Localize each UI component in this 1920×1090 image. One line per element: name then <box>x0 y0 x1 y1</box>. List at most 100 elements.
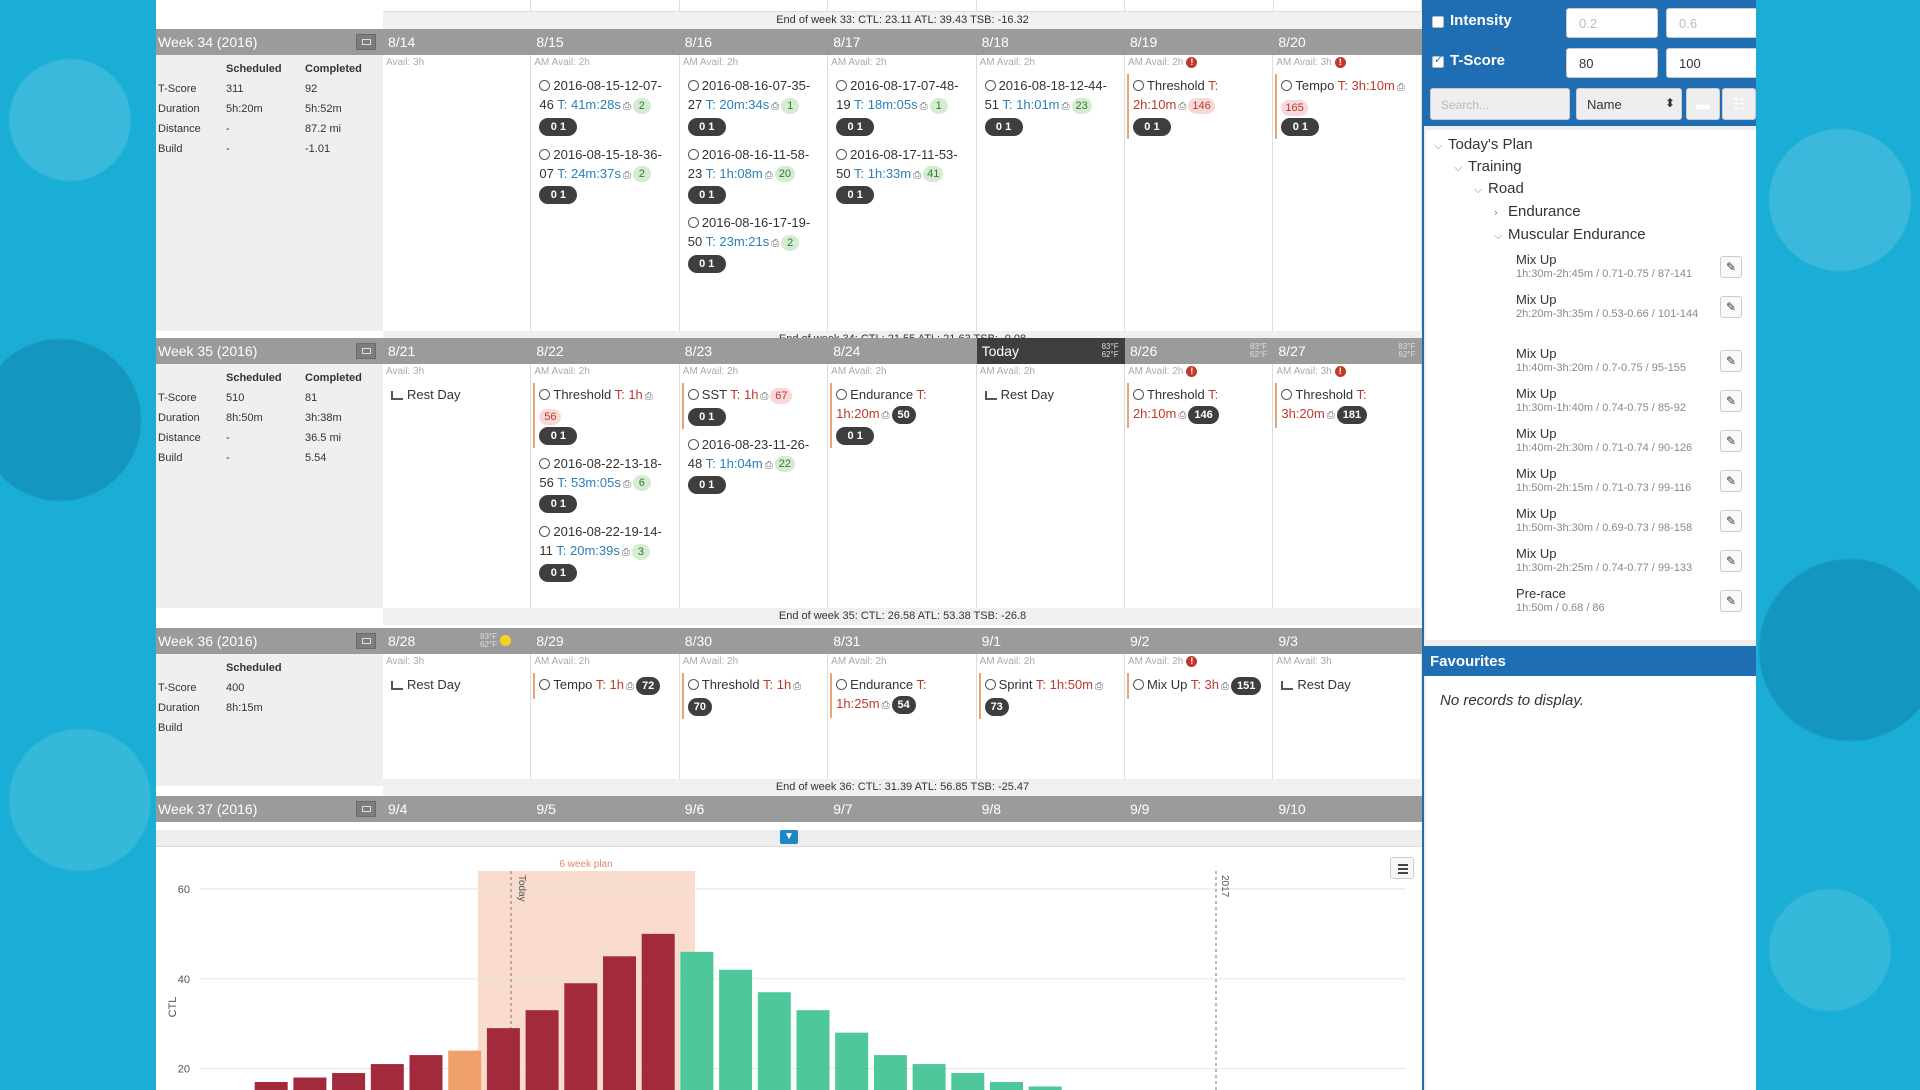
workout-card[interactable]: Rest Day <box>385 673 528 697</box>
edit-icon[interactable]: ✎ <box>1720 390 1742 412</box>
day-cell[interactable]: AM Avail: 2h Threshold T: 1h ⎙56 0 1 2016-08… <box>531 364 680 608</box>
week-menu-icon[interactable] <box>356 801 376 817</box>
workout-card[interactable]: 2016-08-17-07-48-19 T: 18m:05s ⎙ 1 0 1 <box>830 74 973 139</box>
day-header[interactable]: 8/26 83°F 62°F <box>1125 338 1273 364</box>
workout-card[interactable]: Endurance T: 1h:25m ⎙ 54 <box>830 673 973 718</box>
week-menu-icon[interactable] <box>356 343 376 359</box>
day-cell[interactable]: AM Avail: 3h Rest Day <box>1273 654 1422 786</box>
workout-card[interactable]: 2016-08-22-13-18-56 T: 53m:05s ⎙ 6 0 1 <box>533 452 676 517</box>
day-cell[interactable]: AM Avail: 3h! Tempo T: 3h:10m ⎙ 165 0 1 <box>1273 55 1422 331</box>
workout-card[interactable]: Rest Day <box>1275 673 1418 697</box>
day-header[interactable]: 8/18 <box>977 29 1125 55</box>
edit-icon[interactable]: ✎ <box>1720 550 1742 572</box>
day-cell[interactable]: AM Avail: 2h Sprint T: 1h:50m ⎙ 73 <box>976 654 1125 786</box>
day-header[interactable]: 8/16 <box>680 29 828 55</box>
workout-card[interactable]: Threshold T: 2h:10m ⎙ 146 0 1 <box>1126 74 1270 139</box>
workout-card[interactable]: 2016-08-22-19-14-11 T: 20m:39s ⎙ 3 0 1 <box>533 520 676 585</box>
workout-card[interactable]: Threshold T: 1h ⎙ 70 <box>681 673 825 719</box>
library-workout[interactable]: Mix Up 2h:20m-3h:35m / 0.53-0.66 / 101-14… <box>1516 292 1746 321</box>
day-cell[interactable]: Avail: 3h Rest Day <box>383 364 532 608</box>
tscore-max-input[interactable]: 100 <box>1666 48 1756 78</box>
sort-select[interactable]: Name <box>1576 88 1682 120</box>
tscore-checkbox[interactable] <box>1432 53 1444 68</box>
day-cell[interactable]: AM Avail: 2h! Threshold T: 2h:10m ⎙ 146 <box>1124 364 1274 608</box>
day-header[interactable]: 8/29 <box>531 628 679 654</box>
workout-card[interactable]: 2016-08-18-12-44-51 T: 1h:01m ⎙ 23 0 1 <box>979 74 1122 139</box>
workout-card[interactable]: 2016-08-16-11-58-23 T: 1h:08m ⎙ 20 0 1 <box>682 143 825 208</box>
workout-card[interactable]: Tempo T: 1h ⎙ 72 <box>533 673 676 699</box>
day-header[interactable]: 8/24 <box>828 338 976 364</box>
day-cell[interactable]: AM Avail: 2h! Threshold T: 2h:10m ⎙ 146 0 1 <box>1124 55 1274 331</box>
workout-card[interactable]: Tempo T: 3h:10m ⎙ 165 0 1 <box>1275 74 1418 139</box>
edit-icon[interactable]: ✎ <box>1720 296 1742 318</box>
day-header[interactable]: 8/30 <box>680 628 828 654</box>
workout-card[interactable]: 2016-08-15-18-36-07 T: 24m:37s ⎙ 2 0 1 <box>533 143 676 208</box>
folder-icon[interactable]: ▬ <box>1686 88 1720 120</box>
day-header[interactable]: 9/5 <box>531 796 679 822</box>
edit-icon[interactable]: ✎ <box>1720 256 1742 278</box>
day-cell[interactable]: AM Avail: 2h Threshold T: 1h ⎙ 70 <box>679 654 829 786</box>
tscore-min-input[interactable]: 80 <box>1566 48 1658 78</box>
library-workout[interactable]: Mix Up 1h:30m-2h:25m / 0.74-0.77 / 99-133… <box>1516 546 1746 575</box>
day-header[interactable]: 8/27 83°F 62°F <box>1273 338 1421 364</box>
intensity-max-input[interactable]: 0.6 <box>1666 8 1756 38</box>
tree-node-training[interactable]: ⌵ Training <box>1454 158 1522 175</box>
workout-card[interactable]: Threshold T: 2h:10m ⎙ 146 <box>1126 383 1270 428</box>
workout-card[interactable]: Rest Day <box>385 383 528 407</box>
chevron-down-icon[interactable]: ▼ <box>780 830 798 844</box>
search-input[interactable]: Search... <box>1430 88 1570 120</box>
library-workout[interactable]: Mix Up 1h:40m-3h:20m / 0.7-0.75 / 95-155 ✎ <box>1516 346 1746 375</box>
chart-menu-button[interactable] <box>1390 857 1414 879</box>
day-cell[interactable]: Avail: 3h <box>383 55 532 331</box>
day-header[interactable]: 9/6 <box>680 796 828 822</box>
library-workout[interactable]: Mix Up 1h:30m-2h:45m / 0.71-0.75 / 87-141… <box>1516 252 1746 281</box>
day-header[interactable]: 9/1 <box>977 628 1125 654</box>
day-cell[interactable]: AM Avail: 2h Rest Day <box>976 364 1125 608</box>
library-workout[interactable]: Mix Up 1h:30m-1h:40m / 0.74-0.75 / 85-92 ✎ <box>1516 386 1746 415</box>
day-header[interactable]: 9/8 <box>977 796 1125 822</box>
day-cell[interactable]: AM Avail: 2h 2016-08-15-12-07-46 T: 41m:2… <box>531 55 680 331</box>
tree-node-todays-plan[interactable]: ⌵ Today's Plan <box>1434 136 1533 153</box>
day-header[interactable]: 8/23 <box>680 338 828 364</box>
edit-icon[interactable]: ✎ <box>1720 470 1742 492</box>
library-workout[interactable]: Mix Up 1h:50m-3h:30m / 0.69-0.73 / 98-158… <box>1516 506 1746 535</box>
intensity-min-input[interactable]: 0.2 <box>1566 8 1658 38</box>
workout-card[interactable]: 2016-08-16-17-19-50 T: 23m:21s ⎙ 2 0 1 <box>682 211 825 276</box>
day-cell[interactable]: AM Avail: 3h! Threshold T: 3h:20m ⎙ 181 <box>1273 364 1422 608</box>
day-header[interactable]: 8/22 <box>531 338 679 364</box>
day-header[interactable]: 9/4 <box>383 796 531 822</box>
day-cell[interactable]: Avail: 3h Rest Day <box>383 654 532 786</box>
workout-card[interactable]: 2016-08-23-11-26-48 T: 1h:04m ⎙ 22 0 1 <box>682 433 825 498</box>
day-cell[interactable]: AM Avail: 2h 2016-08-17-07-48-19 T: 18m:0… <box>828 55 977 331</box>
workout-card[interactable]: Rest Day <box>979 383 1122 407</box>
list-view-icon[interactable]: ☷ <box>1722 88 1756 120</box>
workout-card[interactable]: SST T: 1h ⎙ 67 0 1 <box>681 383 825 429</box>
tree-node-muscular-endurance[interactable]: ⌵ Muscular Endurance <box>1494 226 1646 243</box>
day-cell[interactable]: AM Avail: 2h SST T: 1h ⎙ 67 0 1 2016-08-23-11… <box>679 364 829 608</box>
day-header[interactable]: 9/10 <box>1273 796 1421 822</box>
workout-card[interactable]: Threshold T: 1h ⎙ 56 0 1 <box>533 383 676 448</box>
workout-card[interactable]: Endurance T: 1h:20m ⎙ 50 0 1 <box>830 383 973 448</box>
workout-card[interactable]: Threshold T: 3h:20m ⎙ 181 <box>1275 383 1418 428</box>
day-header[interactable]: 8/14 <box>383 29 531 55</box>
tree-node-endurance[interactable]: › Endurance <box>1494 203 1581 220</box>
library-workout[interactable]: Mix Up 1h:40m-2h:30m / 0.71-0.74 / 90-126… <box>1516 426 1746 455</box>
intensity-checkbox[interactable] <box>1432 16 1444 28</box>
edit-icon[interactable]: ✎ <box>1720 350 1742 372</box>
day-header[interactable]: 8/20 <box>1273 29 1421 55</box>
workout-card[interactable]: 2016-08-16-07-35-27 T: 20m:34s ⎙ 1 0 1 <box>682 74 825 139</box>
library-workout[interactable]: Pre-race 1h:50m / 0.68 / 86 ✎ <box>1516 586 1746 615</box>
workout-card[interactable]: Sprint T: 1h:50m ⎙ 73 <box>978 673 1122 719</box>
day-header[interactable]: 8/28 83°F 62°F <box>383 628 531 654</box>
library-workout[interactable]: Mix Up 1h:50m-2h:15m / 0.71-0.73 / 99-116… <box>1516 466 1746 495</box>
edit-icon[interactable]: ✎ <box>1720 430 1742 452</box>
tree-node-road[interactable]: ⌵ Road <box>1474 180 1524 197</box>
day-header[interactable]: 9/7 <box>828 796 976 822</box>
day-cell[interactable]: AM Avail: 2h 2016-08-16-07-35-27 T: 20m:3… <box>679 55 829 331</box>
day-header[interactable]: 8/15 <box>531 29 679 55</box>
edit-icon[interactable]: ✎ <box>1720 510 1742 532</box>
day-cell[interactable]: AM Avail: 2h Endurance T: 1h:25m ⎙ 54 <box>828 654 977 786</box>
day-header[interactable]: 9/2 <box>1125 628 1273 654</box>
day-cell[interactable]: AM Avail: 2h Tempo T: 1h ⎙ 72 <box>531 654 680 786</box>
day-header[interactable]: Today 83°F 62°F <box>976 338 1125 364</box>
